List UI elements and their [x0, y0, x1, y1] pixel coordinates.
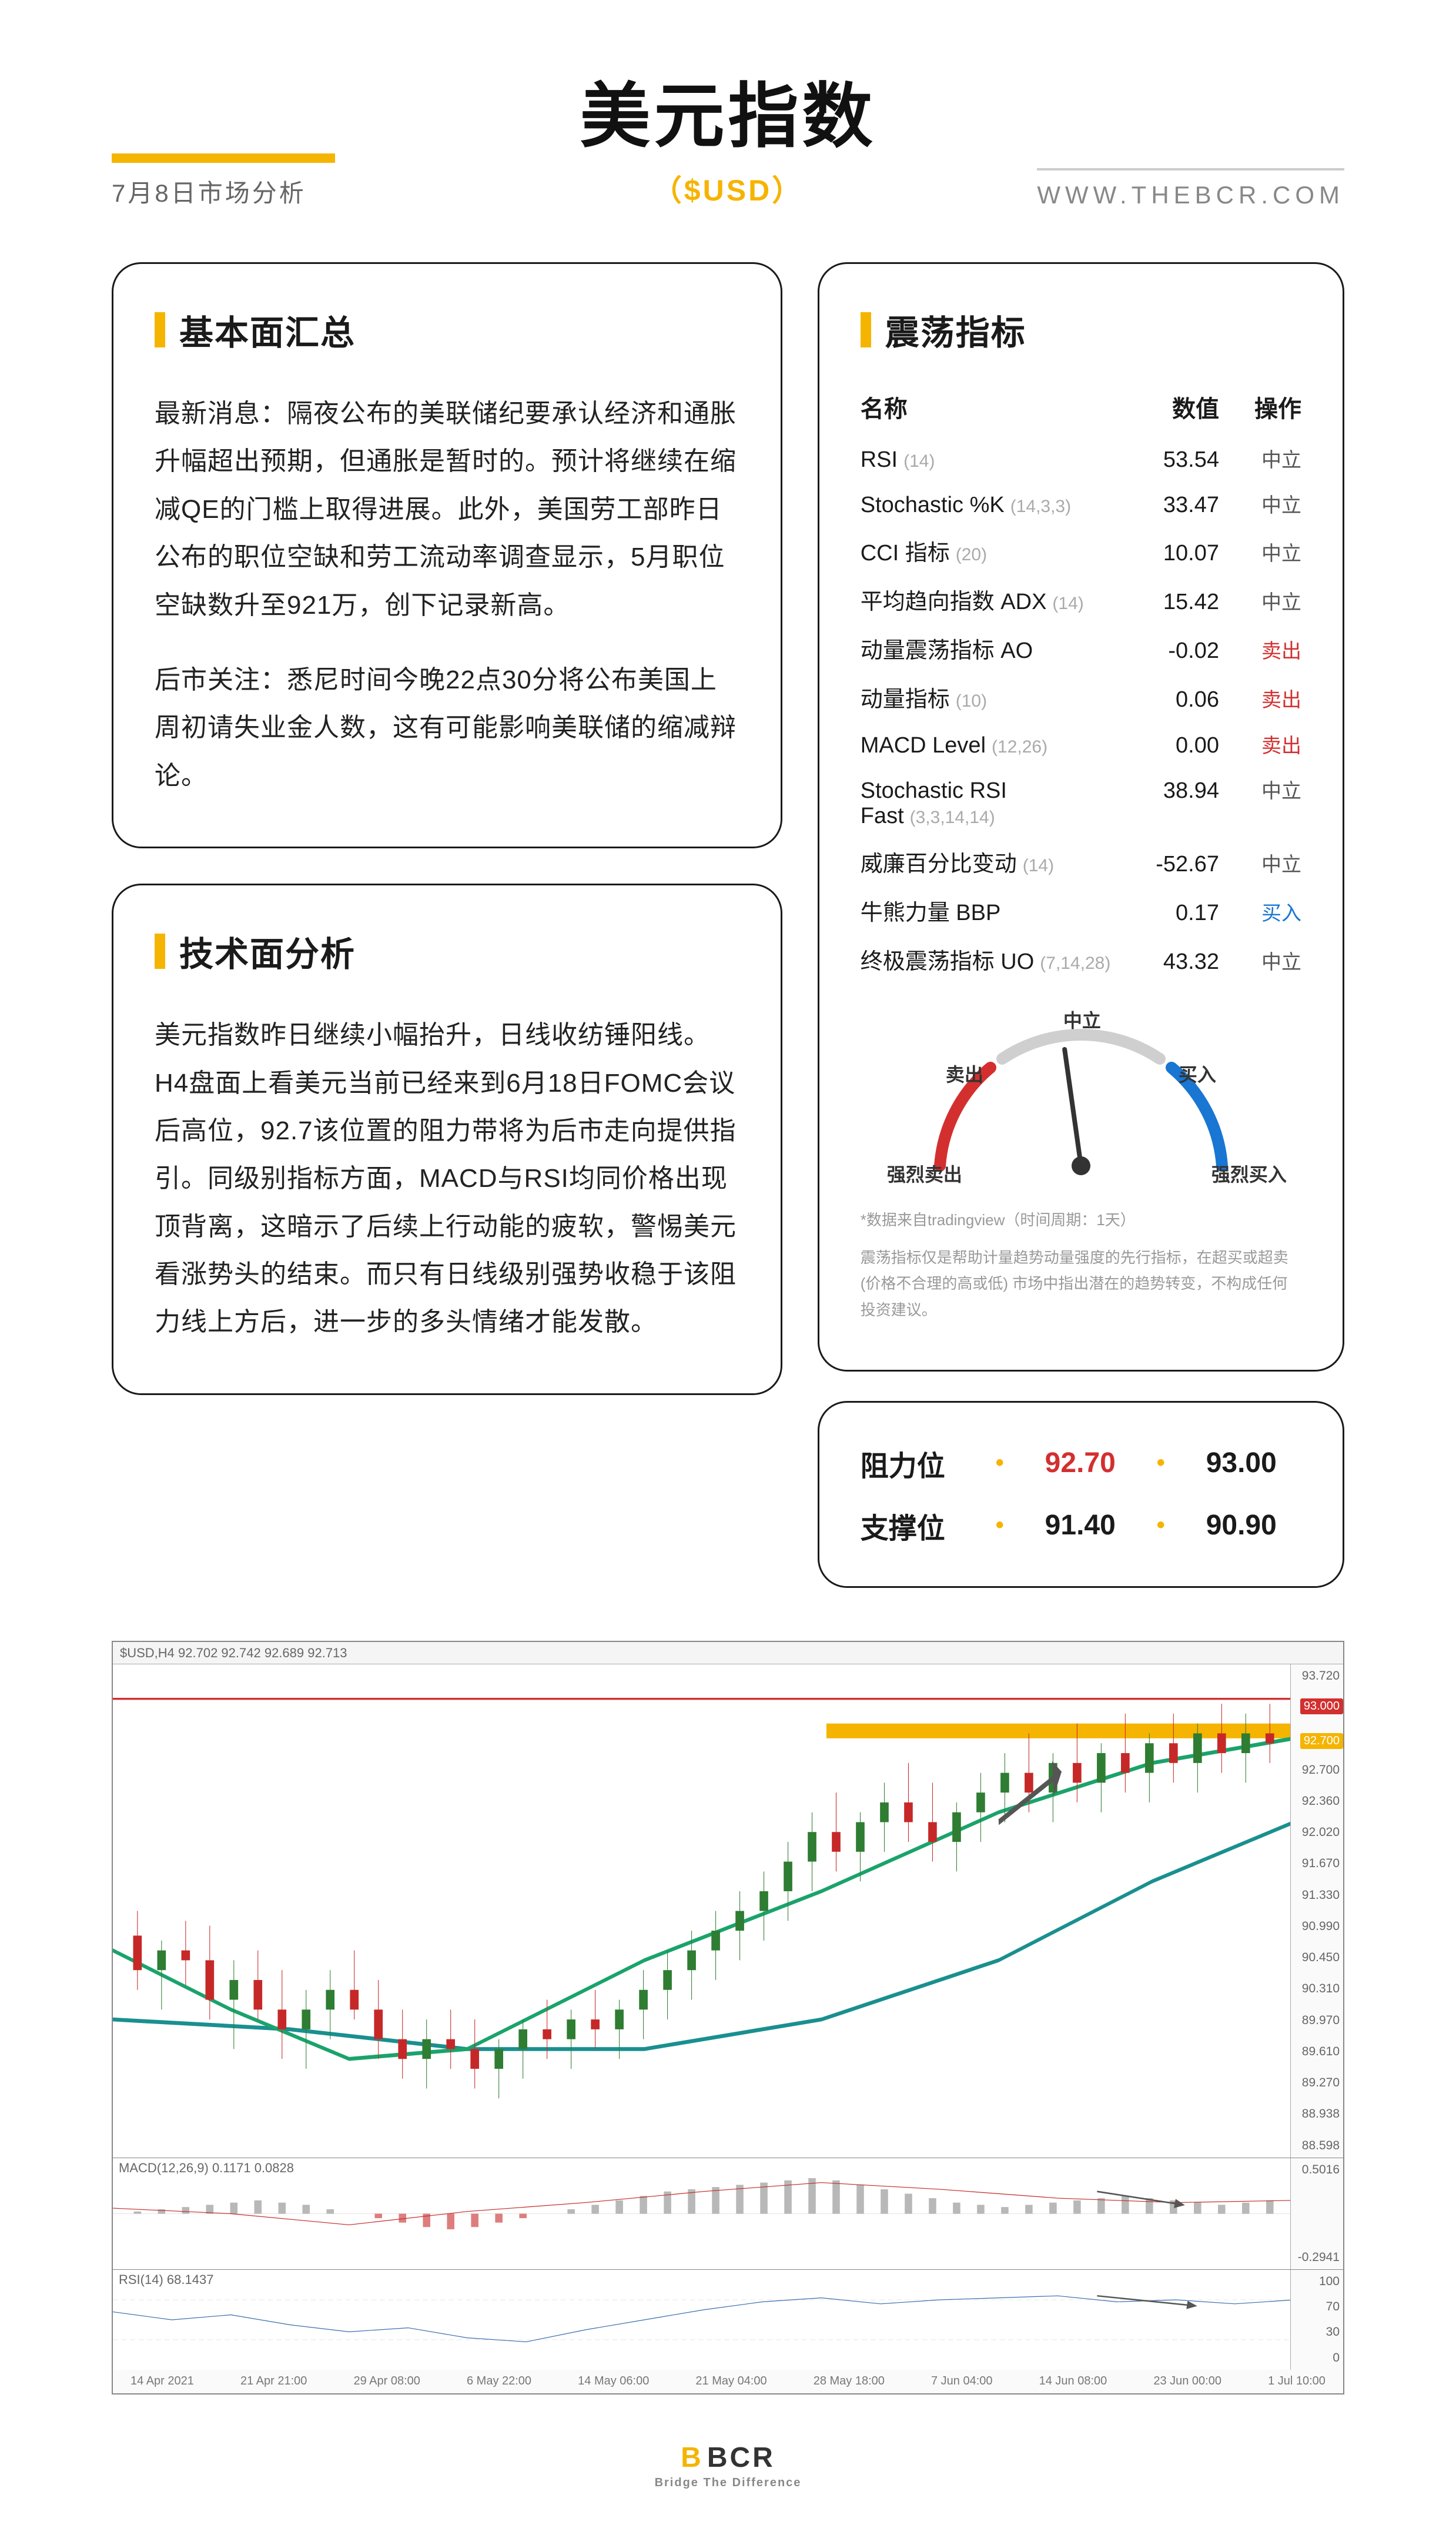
indicator-row: 平均趋向指数 ADX(14)15.42中立	[861, 575, 1301, 624]
col-value: 数值	[1131, 390, 1219, 424]
macd-label: MACD(12,26,9) 0.1171 0.0828	[119, 2161, 294, 2176]
resistance-row: 阻力位 • 92.70 • 93.00	[861, 1432, 1301, 1494]
fundamentals-card: 基本面汇总 最新消息：隔夜公布的美联储纪要承认经济和通胀升幅超出预期，但通胀是暂…	[112, 262, 782, 848]
gauge-sell: 卖出	[946, 1060, 983, 1087]
gauge: 强烈卖出 卖出 中立 买入 强烈买入	[869, 1013, 1293, 1189]
indicator-row: Stochastic RSI Fast(3,3,14,14)38.94中立	[861, 767, 1301, 837]
indicators-head: 名称 数值 操作	[861, 390, 1301, 436]
gauge-strong-sell: 强烈卖出	[887, 1160, 962, 1187]
header-center: 美元指数 （$USD）	[523, 59, 933, 209]
chart-section: $USD,H4 92.702 92.742 92.689 92.713 93.7…	[112, 1641, 1344, 2394]
accent-bar-icon	[155, 934, 165, 969]
header-date: 7月8日市场分析	[112, 173, 523, 209]
technical-title: 技术面分析	[179, 927, 356, 976]
support-v1: 91.40	[1022, 1509, 1139, 1541]
indicator-row: MACD Level(12,26)0.00卖出	[861, 721, 1301, 767]
gauge-note2: 震荡指标仅是帮助计量趋势动量强度的先行指标，在超买或超卖(价格不合理的高或低) …	[861, 1245, 1301, 1323]
page-subtitle: （$USD）	[523, 167, 933, 209]
accent-bar-icon	[861, 312, 871, 347]
header-left: 7月8日市场分析	[112, 153, 523, 209]
x-axis: 14 Apr 202121 Apr 21:0029 Apr 08:006 May…	[113, 2370, 1343, 2393]
chart-macd: MACD(12,26,9) 0.1171 0.0828 0.5016-0.294…	[113, 2158, 1343, 2270]
gauge-buy: 买入	[1179, 1060, 1216, 1087]
gauge-neutral: 中立	[1063, 1006, 1101, 1033]
oscillators-card: 震荡指标 名称 数值 操作 RSI(14)53.54中立Stochastic %…	[818, 262, 1344, 1372]
fundamentals-body: 最新消息：隔夜公布的美联储纪要承认经济和通胀升幅超出预期，但通胀是暂时的。预计将…	[155, 390, 739, 800]
indicator-row: 动量指标(10)0.06卖出	[861, 673, 1301, 721]
price-badge: 93.000	[1300, 1698, 1343, 1714]
dot-icon: •	[1157, 1512, 1165, 1539]
support-label: 支撑位	[861, 1505, 978, 1546]
indicators-rows: RSI(14)53.54中立Stochastic %K(14,3,3)33.47…	[861, 436, 1301, 984]
candlestick-chart	[113, 1664, 1343, 2158]
accent-bar-icon	[155, 312, 165, 347]
col-action: 操作	[1219, 390, 1301, 424]
fundamentals-p2: 后市关注：悉尼时间今晚22点30分将公布美国上周初请失业金人数，这有可能影响美联…	[155, 656, 739, 800]
dot-icon: •	[1157, 1450, 1165, 1476]
indicator-row: 牛熊力量 BBP0.17买入	[861, 886, 1301, 935]
indicator-row: Stochastic %K(14,3,3)33.47中立	[861, 481, 1301, 526]
resistance-v2: 93.00	[1183, 1447, 1300, 1479]
support-v2: 90.90	[1183, 1509, 1300, 1541]
chart-rsi: RSI(14) 68.1437 10070300	[113, 2270, 1343, 2370]
technical-body: 美元指数昨日继续小幅抬升，日线收纺锤阳线。H4盘面上看美元当前已经来到6月18日…	[155, 1011, 739, 1346]
indicator-row: RSI(14)53.54中立	[861, 436, 1301, 481]
header-right: WWW.THEBCR.COM	[933, 168, 1344, 209]
card-header: 震荡指标	[861, 305, 1301, 354]
rsi-label: RSI(14) 68.1437	[119, 2272, 213, 2287]
chart-main: 93.72093.38093.04092.70092.36092.02091.6…	[113, 1664, 1343, 2158]
header: 7月8日市场分析 美元指数 （$USD） WWW.THEBCR.COM	[112, 59, 1344, 209]
column-left: 基本面汇总 最新消息：隔夜公布的美联储纪要承认经济和通胀升幅超出预期，但通胀是暂…	[112, 262, 782, 1588]
col-name: 名称	[861, 390, 1131, 424]
columns: 基本面汇总 最新消息：隔夜公布的美联储纪要承认经济和通胀升幅超出预期，但通胀是暂…	[112, 262, 1344, 1588]
card-header: 技术面分析	[155, 927, 739, 976]
levels-card: 阻力位 • 92.70 • 93.00 支撑位 • 91.40 • 90.90	[818, 1401, 1344, 1588]
card-header: 基本面汇总	[155, 305, 739, 354]
indicator-row: CCI 指标(20)10.07中立	[861, 526, 1301, 575]
rsi-chart	[113, 2270, 1343, 2370]
oscillators-title: 震荡指标	[885, 305, 1026, 354]
footer-tag: Bridge The Difference	[112, 2476, 1344, 2490]
y-axis-macd: 0.5016-0.2941	[1290, 2158, 1343, 2269]
header-accent-bar	[112, 153, 335, 163]
macd-chart	[113, 2158, 1343, 2269]
page-title: 美元指数	[523, 59, 933, 161]
y-axis-rsi: 10070300	[1290, 2270, 1343, 2370]
footer-brand: BCR	[707, 2442, 775, 2473]
indicator-row: 威廉百分比变动(14)-52.67中立	[861, 837, 1301, 886]
fundamentals-p1: 最新消息：隔夜公布的美联储纪要承认经济和通胀升幅超出预期，但通胀是暂时的。预计将…	[155, 390, 739, 629]
header-url: WWW.THEBCR.COM	[1037, 168, 1344, 209]
column-right: 震荡指标 名称 数值 操作 RSI(14)53.54中立Stochastic %…	[818, 262, 1344, 1588]
technical-p1: 美元指数昨日继续小幅抬升，日线收纺锤阳线。H4盘面上看美元当前已经来到6月18日…	[155, 1011, 739, 1346]
indicator-row: 动量震荡指标 AO-0.02卖出	[861, 624, 1301, 673]
technical-card: 技术面分析 美元指数昨日继续小幅抬升，日线收纺锤阳线。H4盘面上看美元当前已经来…	[112, 884, 782, 1395]
dot-icon: •	[996, 1450, 1004, 1476]
fundamentals-title: 基本面汇总	[179, 305, 356, 354]
footer: BBCR Bridge The Difference	[112, 2442, 1344, 2490]
price-badge: 92.700	[1300, 1733, 1343, 1749]
gauge-note1: *数据来自tradingview（时间周期：1天）	[861, 1207, 1301, 1233]
support-row: 支撑位 • 91.40 • 90.90	[861, 1494, 1301, 1557]
indicator-row: 终极震荡指标 UO(7,14,28)43.32中立	[861, 935, 1301, 984]
page: 7月8日市场分析 美元指数 （$USD） WWW.THEBCR.COM 基本面汇…	[0, 0, 1456, 2525]
gauge-strong-buy: 强烈买入	[1211, 1160, 1287, 1187]
footer-logo-icon: B	[681, 2442, 704, 2473]
resistance-v1: 92.70	[1022, 1447, 1139, 1479]
dot-icon: •	[996, 1512, 1004, 1539]
resistance-label: 阻力位	[861, 1443, 978, 1484]
chart-top-info: $USD,H4 92.702 92.742 92.689 92.713	[113, 1642, 1343, 1664]
